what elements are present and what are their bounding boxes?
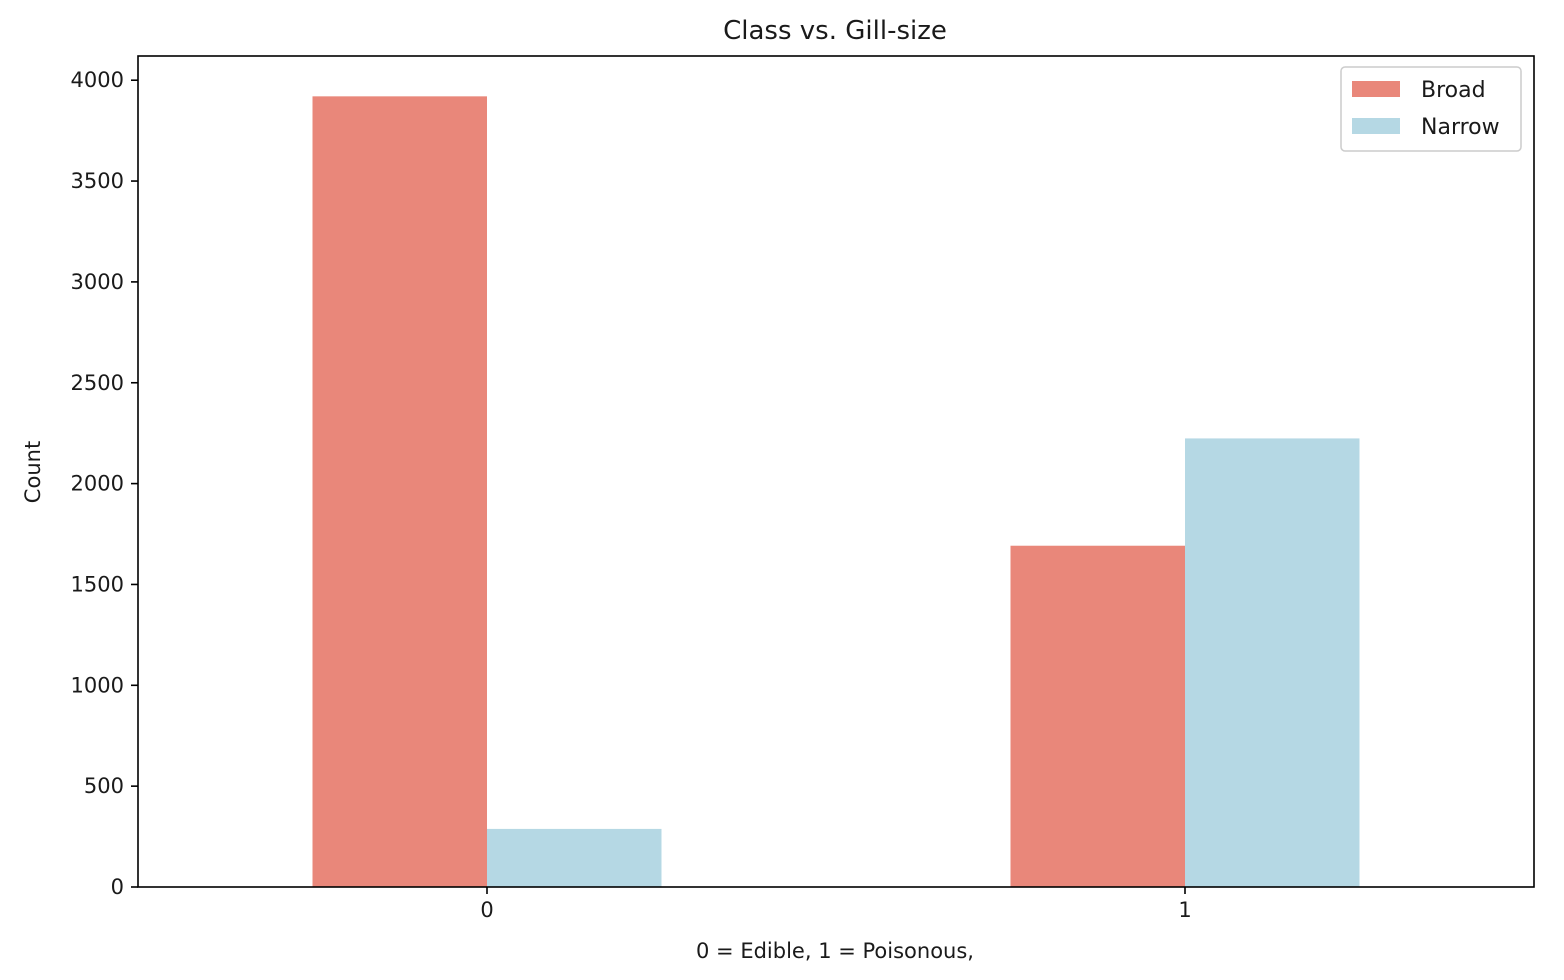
bar-broad-1 (1010, 545, 1185, 887)
bar-narrow-0 (487, 828, 662, 887)
y-axis-ticks: 0 500 1000 1500 2000 2500 3000 3500 4000 (71, 68, 138, 899)
y-tick-label: 2500 (71, 371, 124, 395)
x-axis-label: 0 = Edible, 1 = Poisonous, (696, 939, 974, 963)
bar-narrow-1 (1185, 438, 1360, 887)
y-tick-label: 1000 (71, 673, 124, 697)
axes-frame (137, 55, 1535, 888)
legend-swatch-narrow (1352, 118, 1400, 134)
legend-label-broad: Broad (1421, 78, 1486, 103)
y-tick-label: 3000 (71, 270, 124, 294)
legend-label-narrow: Narrow (1421, 115, 1500, 140)
y-axis-label: Count (21, 441, 45, 503)
legend-swatch-broad (1352, 81, 1400, 97)
x-tick-label: 0 (480, 898, 493, 922)
bar-broad-0 (312, 96, 487, 888)
y-tick-label: 3500 (71, 169, 124, 193)
x-tick-label: 1 (1178, 898, 1191, 922)
chart-title: Class vs. Gill-size (723, 16, 947, 46)
y-tick-label: 4000 (71, 68, 124, 92)
y-tick-label: 1500 (71, 572, 124, 596)
y-tick-label: 2000 (71, 472, 124, 496)
y-tick-label: 500 (84, 774, 124, 798)
legend: Broad Narrow (1340, 66, 1522, 152)
bars-layer (312, 96, 1360, 888)
y-tick-label: 0 (111, 875, 124, 899)
